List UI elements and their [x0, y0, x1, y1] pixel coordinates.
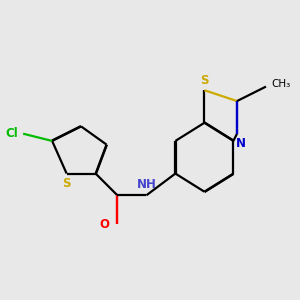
Text: Cl: Cl	[5, 127, 18, 140]
Text: O: O	[100, 218, 110, 231]
Text: S: S	[200, 74, 208, 86]
Text: CH₃: CH₃	[272, 79, 291, 89]
Text: S: S	[62, 177, 71, 190]
Text: NH: NH	[136, 178, 156, 191]
Text: N: N	[236, 137, 246, 150]
